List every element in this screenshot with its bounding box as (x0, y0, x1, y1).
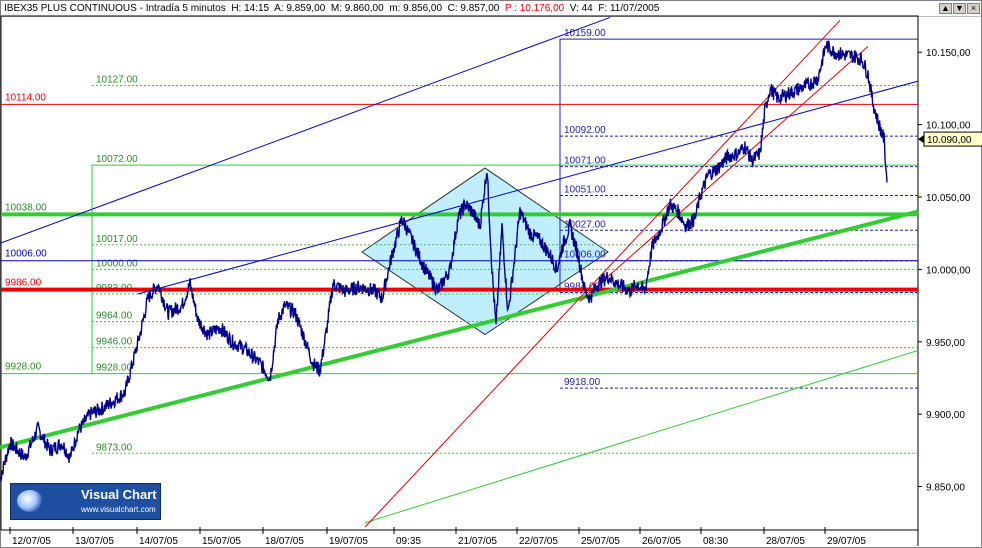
globe-icon (17, 490, 43, 512)
volume-value: V: 44 (569, 3, 593, 14)
chart-header: IBEX35 PLUS CONTINUOUS - Intradía 5 minu… (2, 2, 981, 17)
quote-info: IBEX35 PLUS CONTINUOUS - Intradía 5 minu… (4, 3, 659, 14)
open-value: A: 9.859,00 (274, 3, 326, 14)
blue-fib-label: 10159.00 (564, 28, 606, 39)
y-tick-label: 10.150,00 (926, 48, 971, 59)
blue-fib-label: 10092.00 (564, 125, 606, 136)
blue-fib-box (559, 38, 918, 293)
blue-fib-label: 10006.00 (564, 250, 606, 261)
x-tick-label: 28/07/05 (766, 536, 805, 547)
current-price-label: 10.090,00 (927, 135, 972, 146)
x-tick-label: 18/07/05 (265, 536, 304, 547)
scroll-down-button[interactable]: ▼ (953, 3, 966, 14)
x-tick-label: 26/07/05 (642, 536, 681, 547)
instrument-name: IBEX35 PLUS CONTINUOUS (4, 3, 137, 14)
level-label: 10114.00 (5, 92, 46, 103)
green-fib-label: 10000.00 (96, 258, 138, 269)
visual-chart-logo: Visual Chart www.visualchart.com (10, 483, 161, 520)
trend-line (579, 46, 869, 302)
x-tick-label: 29/07/05 (827, 536, 866, 547)
scroll-up-button[interactable]: ▲ (939, 3, 952, 14)
blue-fib-label: 9918.00 (564, 377, 601, 388)
level-label: 10038.00 (5, 202, 47, 213)
blue-fib-label: 9984.00 (564, 282, 601, 293)
green-fib-label: 10127.00 (96, 74, 138, 85)
trend-line (364, 349, 919, 524)
y-tick-label: 10.100,00 (926, 121, 971, 132)
green-fib-box (91, 164, 918, 374)
trend-line (0, 16, 611, 244)
blue-fib-label: 10071.00 (564, 156, 606, 167)
interval-label: - Intradía 5 minutos (136, 3, 229, 14)
price-series-line (0, 40, 888, 482)
level-label: 9986.00 (5, 278, 42, 289)
logo-title: Visual Chart (81, 487, 157, 502)
trend-line (0, 209, 919, 450)
max-value: M: 9.860,00 (330, 3, 384, 14)
x-tick-label: 25/07/05 (581, 536, 620, 547)
x-tick-label: 09:35 (396, 536, 421, 547)
green-fib-label: 10072.00 (96, 154, 138, 165)
x-tick-label: 22/07/05 (519, 536, 558, 547)
close-button[interactable]: × (967, 3, 980, 14)
diamond-pattern (361, 167, 609, 336)
p-value: P : 10.176,00 (504, 3, 565, 14)
blue-fib-label: 10051.00 (564, 185, 606, 196)
close-value: C: 9.857,00 (447, 3, 500, 14)
level-label: 9928.00 (5, 362, 42, 373)
y-tick-label: 9.900,00 (926, 410, 965, 421)
green-fib-label: 10017.00 (96, 234, 138, 245)
x-tick-label: 12/07/05 (12, 536, 51, 547)
x-tick-label: 15/07/05 (202, 536, 241, 547)
x-tick-label: 08:30 (703, 536, 728, 547)
high-time: H: 14:15 (231, 3, 270, 14)
green-fib-label: 9873.00 (96, 442, 133, 453)
green-fib-label: 9946.00 (96, 337, 133, 348)
x-tick-label: 19/07/05 (329, 536, 368, 547)
blue-fib-label: 10027.00 (564, 219, 606, 230)
date-value: F: 11/07/2005 (598, 3, 660, 14)
logo-url: www.visualchart.com (81, 505, 156, 514)
y-tick-label: 9.850,00 (926, 483, 965, 494)
min-value: m: 9.856,00 (389, 3, 443, 14)
green-fib-label: 9964.00 (96, 311, 133, 322)
x-tick-label: 21/07/05 (458, 536, 497, 547)
current-price-pointer (918, 135, 924, 144)
green-fib-label: 9928.00 (96, 363, 133, 374)
level-label: 10006.00 (5, 249, 47, 260)
y-tick-label: 10.050,00 (926, 193, 971, 204)
y-tick-label: 9.950,00 (926, 338, 965, 349)
x-tick-label: 13/07/05 (75, 536, 114, 547)
x-tick-label: 14/07/05 (139, 536, 178, 547)
trend-line (364, 20, 841, 528)
y-tick-label: 10.000,00 (926, 265, 971, 276)
